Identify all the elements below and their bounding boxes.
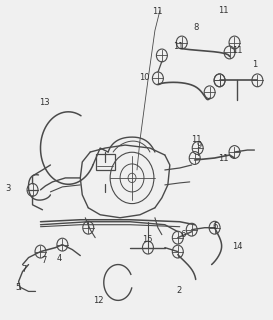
Text: 10: 10 [140,73,150,82]
Text: 11: 11 [232,45,242,55]
Text: 3: 3 [5,184,10,193]
Text: 11: 11 [191,135,201,144]
Text: 4: 4 [57,254,62,263]
Text: 1: 1 [252,60,257,69]
Text: 2: 2 [176,286,181,295]
Text: 7: 7 [41,256,47,265]
Text: 13: 13 [39,98,49,107]
Text: 15: 15 [142,235,153,244]
Text: 7: 7 [21,265,26,275]
Text: 12: 12 [93,296,104,305]
Text: 9: 9 [196,141,201,150]
Text: 11: 11 [152,7,162,16]
Text: 6: 6 [213,222,218,231]
Text: 8: 8 [194,23,199,32]
Text: 11: 11 [173,42,184,52]
Text: 5: 5 [16,283,21,292]
Text: 11: 11 [218,6,229,15]
Text: 11: 11 [218,154,229,163]
Text: 14: 14 [232,242,242,251]
Text: 6: 6 [180,230,185,239]
